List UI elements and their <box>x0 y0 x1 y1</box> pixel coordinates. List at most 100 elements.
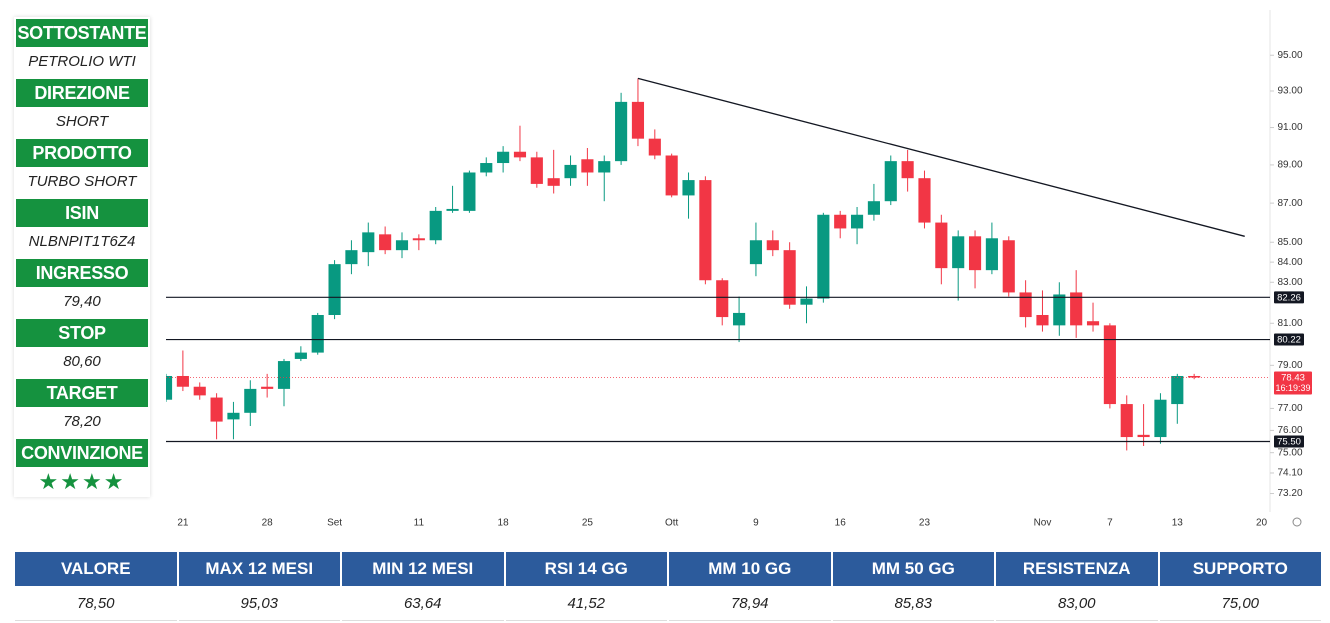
x-tick-label: 20 <box>1256 518 1268 529</box>
level-label: 82.26 <box>1277 292 1301 303</box>
candle-body <box>749 240 763 265</box>
panel-label: PRODOTTO <box>16 139 148 167</box>
level-label-box <box>1274 291 1304 304</box>
candle-body <box>244 388 257 413</box>
candle-body <box>1188 375 1201 378</box>
x-tick-label: 25 <box>582 518 594 529</box>
candle-body <box>817 214 830 299</box>
price-chart: 95.00 93.00 91.00 89.00 87.00 85.00 84.00 83.00… <box>166 10 1312 529</box>
panel-label: SOTTOSTANTE <box>16 19 148 47</box>
stats-table: VALORE MAX 12 MESI MIN 12 MESI RSI 14 GG MM … <box>15 552 1321 621</box>
candle-body <box>834 214 847 229</box>
candle-body <box>294 352 307 359</box>
panel-label: TARGET <box>16 379 148 407</box>
candle-body <box>884 161 897 202</box>
x-tick-label: 9 <box>753 518 759 529</box>
candle-body <box>850 214 864 229</box>
candle-body <box>379 234 392 251</box>
panel-value: 80,60 <box>63 353 101 370</box>
level-label-box <box>1274 435 1304 448</box>
candle-body <box>328 264 341 315</box>
candle-body <box>699 180 712 281</box>
level-label: 75.50 <box>1277 437 1301 448</box>
candle-body <box>766 240 779 251</box>
candle-body <box>581 159 594 173</box>
panel-label: ISIN <box>16 199 148 227</box>
last-price-label: 78.43 <box>1281 373 1305 384</box>
candle-body <box>631 101 645 139</box>
panel-label: CONVINZIONE <box>16 439 148 467</box>
candle-body <box>429 210 442 241</box>
last-price-timer: 16:19:39 <box>1275 383 1310 393</box>
candle-body <box>193 386 206 396</box>
y-tick-label: 87.00 <box>1277 198 1302 209</box>
panel-value: SHORT <box>55 113 109 130</box>
x-tick-label: Nov <box>1034 518 1052 529</box>
y-tick-label: 73.20 <box>1277 488 1302 499</box>
panel-label: INGRESSO <box>16 259 148 287</box>
candle-body <box>1120 404 1133 438</box>
level-label: 80.22 <box>1277 335 1301 346</box>
table-header: MM 10 GG <box>669 552 831 586</box>
candle-body <box>1086 321 1100 326</box>
x-tick-label: 28 <box>262 518 274 529</box>
candle-body <box>1002 240 1015 293</box>
candle-body <box>682 180 695 196</box>
candle-body <box>648 138 661 156</box>
y-tick-label: 76.00 <box>1277 425 1302 436</box>
table-header: RSI 14 GG <box>505 552 667 586</box>
candle-body <box>530 157 543 184</box>
panel-label: DIREZIONE <box>16 79 148 107</box>
table-cell: 41,52 <box>505 588 667 621</box>
table-header: RESISTENZA <box>996 552 1158 586</box>
y-tick-label: 77.00 <box>1277 403 1302 414</box>
candle-body <box>1171 375 1184 405</box>
candle-body <box>480 163 493 173</box>
y-tick-label: 81.00 <box>1277 318 1302 329</box>
table-cell: 78,94 <box>669 588 831 621</box>
candle-body <box>800 298 813 305</box>
candle-body <box>918 178 931 223</box>
candle-body <box>733 312 746 326</box>
candle-body <box>176 375 189 387</box>
axes: 95.00 93.00 91.00 89.00 87.00 85.00 84.00 83.00… <box>177 50 1312 529</box>
y-tick-label: 95.00 <box>1277 50 1302 61</box>
candle-body <box>463 172 476 211</box>
panel-label: STOP <box>16 319 148 347</box>
candle-body <box>1137 434 1150 438</box>
y-tick-label: 75.00 <box>1277 447 1302 458</box>
x-tick-label: 7 <box>1107 518 1113 529</box>
candle-body <box>985 238 998 271</box>
table-cell: 83,00 <box>996 588 1158 621</box>
candle-body <box>1154 399 1167 438</box>
candle-body <box>564 164 577 179</box>
candle-body <box>311 314 324 353</box>
table-header: MAX 12 MESI <box>178 552 340 586</box>
y-tick-label: 93.00 <box>1277 86 1302 97</box>
y-tick-label: 79.00 <box>1277 360 1302 371</box>
candle-body <box>345 250 358 265</box>
candle-body <box>395 240 409 251</box>
level-label-box <box>1274 333 1304 346</box>
y-tick-label: 83.00 <box>1277 277 1302 288</box>
candle-body <box>968 236 982 271</box>
x-tick-label: 18 <box>498 518 510 529</box>
candle-body <box>227 412 240 420</box>
candle-body <box>1019 292 1032 318</box>
candle-body <box>1036 314 1049 326</box>
candle-body <box>446 208 459 211</box>
candle-body <box>598 161 611 173</box>
candle-body <box>497 151 510 164</box>
table-header: MM 50 GG <box>832 552 994 586</box>
panel-value: 78,20 <box>63 413 101 430</box>
last-price-box <box>1274 371 1312 395</box>
settings-icon[interactable] <box>1292 517 1302 527</box>
candle-body <box>166 375 173 400</box>
y-tick-label: 85.00 <box>1277 237 1302 248</box>
x-tick-label: 23 <box>919 518 931 529</box>
candle-body <box>665 155 678 196</box>
candle-body <box>277 361 291 389</box>
candle-body <box>547 178 560 186</box>
panel-value: ★★★★ <box>38 469 126 494</box>
x-tick-label: 21 <box>177 518 189 529</box>
